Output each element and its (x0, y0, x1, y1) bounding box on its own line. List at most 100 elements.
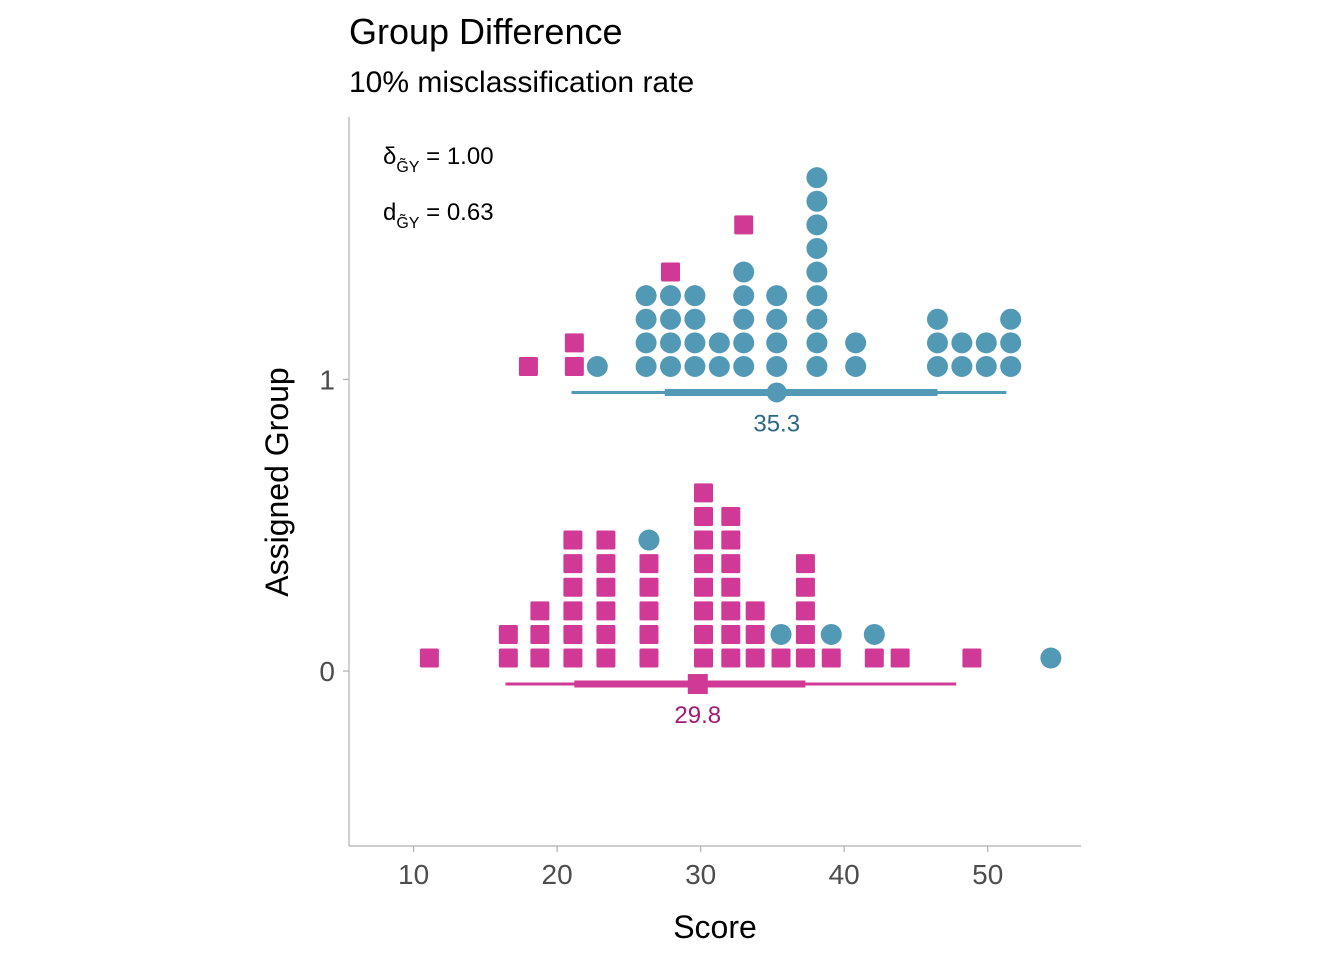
dot-true-group-1 (635, 285, 657, 307)
chart-marks (419, 167, 1062, 669)
x-tick-label: 50 (972, 859, 1003, 890)
dot-true-group-0 (596, 601, 616, 621)
dot-true-group-0 (530, 624, 550, 644)
chart-subtitle: 10% misclassification rate (349, 66, 694, 99)
dot-true-group-0 (694, 601, 714, 621)
dot-true-group-0 (639, 624, 659, 644)
x-tick-label: 30 (685, 859, 716, 890)
dot-true-group-0 (530, 648, 550, 668)
dot-true-group-1 (766, 308, 788, 330)
dot-true-group-0 (518, 356, 538, 376)
dot-true-group-0 (721, 648, 741, 668)
dot-true-group-1 (766, 355, 788, 377)
dot-true-group-1 (806, 355, 828, 377)
dot-true-group-1 (806, 167, 828, 189)
dot-true-group-0 (721, 601, 741, 621)
dot-true-group-1 (660, 308, 682, 330)
dot-true-group-1 (684, 332, 706, 354)
dot-true-group-0 (661, 262, 681, 282)
dot-true-group-1 (926, 332, 948, 354)
x-tick-label: 10 (398, 859, 429, 890)
dot-true-group-0 (694, 530, 714, 550)
interval-marks: 35.3 29.8 (505, 382, 1007, 729)
dot-true-group-1 (926, 355, 948, 377)
dot-true-group-0 (795, 601, 815, 621)
dot-true-group-0 (890, 648, 910, 668)
dot-true-group-0 (694, 648, 714, 668)
dot-true-group-0 (694, 577, 714, 597)
dot-true-group-1 (638, 529, 660, 551)
x-tick-label: 40 (829, 859, 860, 890)
dot-true-group-1 (708, 355, 730, 377)
dot-true-group-0 (694, 483, 714, 503)
dot-true-group-0 (694, 624, 714, 644)
dot-true-group-0 (745, 624, 765, 644)
dot-true-group-1 (926, 308, 948, 330)
dot-true-group-0 (563, 624, 583, 644)
dot-true-group-1 (660, 332, 682, 354)
chart-title: Group Difference (349, 11, 622, 52)
dot-true-group-1 (660, 285, 682, 307)
dot-true-group-0 (821, 648, 841, 668)
dot-true-group-1 (806, 332, 828, 354)
dot-true-group-0 (498, 624, 518, 644)
dot-true-group-0 (795, 648, 815, 668)
dot-true-group-0 (563, 554, 583, 574)
dot-true-group-1 (806, 214, 828, 236)
dot-true-group-1 (733, 308, 755, 330)
dot-true-group-1 (1000, 355, 1022, 377)
dot-true-group-0 (721, 554, 741, 574)
mean-label: 35.3 (753, 410, 800, 437)
dot-true-group-1 (733, 261, 755, 283)
dot-true-group-1 (733, 332, 755, 354)
mean-point (687, 674, 708, 695)
dot-true-group-1 (684, 355, 706, 377)
axes: 10 20 30 40 50 0 1 (319, 117, 1081, 890)
dot-true-group-0 (639, 648, 659, 668)
dot-true-group-1 (766, 285, 788, 307)
dot-true-group-0 (596, 530, 616, 550)
dot-true-group-1 (733, 355, 755, 377)
dot-true-group-0 (771, 648, 791, 668)
dot-true-group-1 (1040, 647, 1062, 669)
effect-size-annotation: dG̃Y = 0.63 (383, 199, 494, 232)
dot-true-group-1 (635, 332, 657, 354)
dot-true-group-1 (806, 261, 828, 283)
dot-true-group-1 (635, 355, 657, 377)
dot-true-group-0 (795, 554, 815, 574)
dot-true-group-0 (864, 648, 884, 668)
dot-true-group-1 (766, 332, 788, 354)
dot-true-group-0 (563, 530, 583, 550)
dot-true-group-0 (596, 554, 616, 574)
dot-true-group-0 (694, 506, 714, 526)
y-axis-title: Assigned Group (259, 367, 295, 596)
dot-true-group-1 (975, 332, 997, 354)
y-tick-label: 1 (319, 364, 335, 395)
dot-true-group-0 (721, 624, 741, 644)
dot-true-group-0 (564, 333, 584, 353)
dot-true-group-0 (419, 648, 439, 668)
dot-true-group-1 (684, 285, 706, 307)
dot-true-group-0 (795, 624, 815, 644)
delta-annotation: δG̃Y = 1.00 (383, 143, 494, 176)
dot-true-group-0 (962, 648, 982, 668)
dot-true-group-1 (951, 355, 973, 377)
stat-annotations: δG̃Y = 1.00 dG̃Y = 0.63 (383, 143, 494, 232)
dot-true-group-0 (795, 577, 815, 597)
x-axis-title: Score (673, 909, 757, 945)
dot-true-group-1 (806, 237, 828, 259)
mean-point (766, 382, 787, 403)
dot-true-group-0 (639, 554, 659, 574)
dot-true-group-0 (563, 577, 583, 597)
dot-true-group-1 (770, 623, 792, 645)
dot-true-group-0 (745, 648, 765, 668)
dot-true-group-0 (721, 530, 741, 550)
dot-true-group-0 (563, 648, 583, 668)
dot-true-group-1 (951, 332, 973, 354)
dot-true-group-1 (975, 355, 997, 377)
dot-true-group-1 (708, 332, 730, 354)
dot-true-group-0 (596, 648, 616, 668)
dot-true-group-0 (596, 577, 616, 597)
dot-true-group-1 (733, 285, 755, 307)
